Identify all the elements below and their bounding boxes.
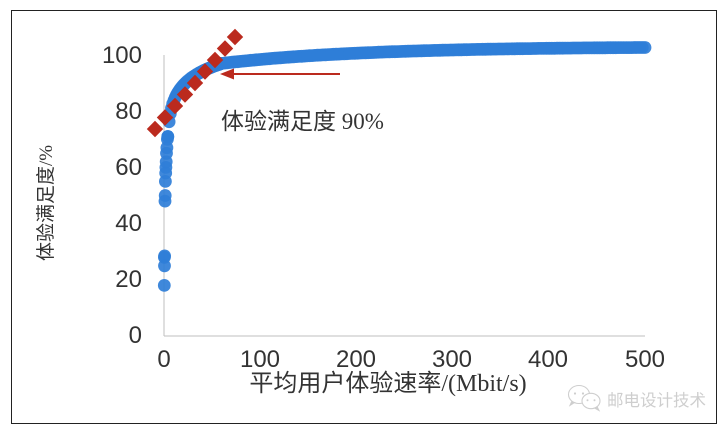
svg-text:0: 0 xyxy=(157,346,170,373)
svg-text:邮电设计技术: 邮电设计技术 xyxy=(607,391,706,410)
svg-text:40: 40 xyxy=(115,210,142,237)
svg-text:60: 60 xyxy=(115,154,142,181)
svg-text:20: 20 xyxy=(115,266,142,293)
svg-text:100: 100 xyxy=(240,346,280,373)
svg-text:400: 400 xyxy=(528,346,568,373)
svg-text:100: 100 xyxy=(102,42,142,69)
svg-text:体验满足度/%: 体验满足度/% xyxy=(35,145,57,261)
svg-text:300: 300 xyxy=(432,346,472,373)
svg-text:体验满足度 90%: 体验满足度 90% xyxy=(221,109,384,134)
svg-text:500: 500 xyxy=(625,346,665,373)
svg-text:80: 80 xyxy=(115,98,142,125)
svg-text:平均用户体验速率/(Mbit/s): 平均用户体验速率/(Mbit/s) xyxy=(249,370,526,397)
svg-text:200: 200 xyxy=(336,346,376,373)
svg-text:0: 0 xyxy=(129,322,142,349)
